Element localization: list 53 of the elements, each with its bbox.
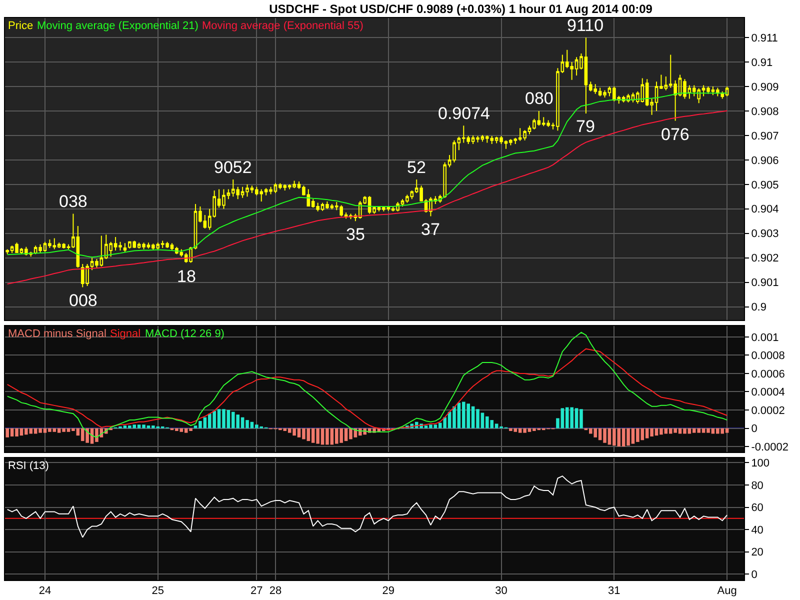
x-tick-label: Aug: [717, 585, 737, 598]
y-tick-label: 100: [751, 458, 770, 470]
text: Moving average (Exponential 55): [202, 20, 364, 32]
y-tick-label: 0.901: [751, 277, 779, 290]
y-tick-label: 80: [751, 480, 764, 492]
annotation: 18: [177, 267, 196, 286]
y-tick-label: 0.911: [751, 32, 778, 44]
text: MACD minus Signal: [8, 328, 106, 340]
y-tick-label: 0.0002: [751, 404, 785, 417]
annotation: 038: [59, 192, 88, 211]
annotation: 9052: [214, 158, 252, 177]
text: Signal: [110, 328, 141, 340]
y-tick-label: 0.905: [751, 179, 779, 192]
y-tick-label: 0.001: [751, 332, 779, 344]
y-tick-label: 0: [751, 423, 758, 436]
annotation: 008: [69, 291, 98, 310]
annotation: 080: [525, 89, 554, 108]
text: Price: [8, 20, 34, 32]
y-tick-label: 0.0004: [751, 386, 785, 399]
y-tick-label: 0: [751, 568, 758, 581]
x-tick-label: 28: [269, 585, 282, 598]
annotation: 0.9074: [438, 104, 490, 123]
text: RSI (13): [8, 460, 49, 472]
y-tick-label: 0.902: [751, 252, 779, 265]
y-tick-label: 20: [751, 546, 764, 559]
y-tick-label: -0.0002: [751, 441, 789, 454]
annotation: 9110: [567, 16, 604, 35]
y-tick-label: 60: [751, 502, 764, 514]
y-tick-label: 0.906: [751, 154, 779, 167]
y-tick-label: 0.91: [751, 56, 773, 69]
y-tick-label: 0.904: [751, 204, 779, 216]
x-tick-label: 25: [152, 585, 164, 598]
x-tick-label: 29: [382, 585, 395, 598]
y-tick-label: 0.0008: [751, 350, 785, 362]
y-tick-label: 0.908: [751, 106, 779, 118]
y-tick-label: 0.907: [751, 130, 779, 142]
text: MACD (12 26 9): [145, 328, 224, 340]
y-tick-label: 0.909: [751, 81, 779, 94]
x-tick-label: 31: [608, 585, 620, 598]
annotation: 35: [346, 225, 365, 244]
chart-title: USDCHF - Spot USD/CHF 0.9089 (+0.03%) 1 hour 01 Aug 2014 00:09: [269, 2, 653, 16]
y-tick-label: 40: [751, 524, 764, 536]
annotation: 37: [421, 220, 440, 239]
annotation: 076: [661, 125, 690, 144]
x-tick-label: 27: [250, 585, 263, 598]
y-tick-label: 0.0006: [751, 368, 785, 380]
text: Moving average (Exponential 21): [37, 20, 198, 32]
x-tick-label: 30: [495, 585, 508, 598]
y-tick-label: 0.9: [751, 302, 766, 314]
x-tick-label: 24: [38, 585, 52, 598]
annotation: 52: [407, 158, 426, 177]
annotation: 79: [576, 117, 595, 136]
y-tick-label: 0.903: [751, 228, 779, 240]
